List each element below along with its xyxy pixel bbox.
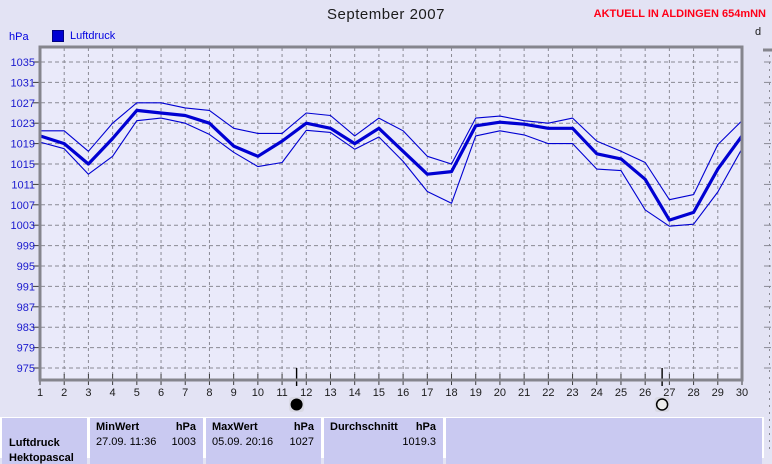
- svg-text:19: 19: [470, 387, 482, 399]
- min-datetime: 27.09. 11:36: [96, 436, 157, 448]
- parameter-sublabel: Hektopascal: [9, 452, 74, 464]
- next-chart-axis-label: d: [755, 26, 762, 38]
- avg-unit: hPa: [415, 421, 436, 433]
- legend-swatch-icon: [52, 30, 64, 42]
- new-moon-marker: [289, 368, 305, 412]
- max-value: 1027: [289, 436, 314, 448]
- svg-text:995: 995: [17, 261, 35, 273]
- table-cell-empty: [446, 418, 762, 464]
- line-luftdruck-mittel: [39, 108, 744, 222]
- svg-text:1023: 1023: [11, 118, 35, 130]
- svg-text:5: 5: [134, 387, 140, 399]
- table-cell-max: MaxWert hPa 05.09. 20:16 1027: [206, 418, 321, 464]
- parameter-label: Luftdruck: [9, 437, 60, 449]
- full-moon-marker: [654, 368, 670, 412]
- svg-text:26: 26: [639, 387, 651, 399]
- max-label: MaxWert: [212, 421, 258, 433]
- legend-label: Luftdruck: [70, 30, 116, 42]
- svg-text:4: 4: [110, 387, 116, 399]
- svg-text:1007: 1007: [11, 200, 35, 212]
- legend: Luftdruck: [52, 30, 115, 42]
- svg-text:2: 2: [61, 387, 67, 399]
- svg-text:6: 6: [158, 387, 164, 399]
- svg-text:1: 1: [37, 387, 43, 399]
- svg-text:23: 23: [566, 387, 578, 399]
- max-datetime: 05.09. 20:16: [212, 436, 274, 448]
- svg-text:1027: 1027: [11, 98, 35, 110]
- x-grid: [63, 48, 719, 379]
- next-chart-sliver: [763, 48, 772, 452]
- svg-text:983: 983: [17, 322, 35, 334]
- svg-text:3: 3: [85, 387, 91, 399]
- svg-text:1019: 1019: [11, 139, 35, 151]
- svg-text:1015: 1015: [11, 159, 35, 171]
- svg-text:20: 20: [494, 387, 506, 399]
- svg-text:991: 991: [17, 281, 35, 293]
- svg-text:1031: 1031: [11, 77, 35, 89]
- plot-frame: [38, 45, 744, 382]
- min-value: 1003: [171, 436, 196, 448]
- svg-text:18: 18: [445, 387, 457, 399]
- svg-text:987: 987: [17, 302, 35, 314]
- svg-text:8: 8: [206, 387, 212, 399]
- avg-label: Durchschnitt: [330, 421, 398, 433]
- svg-text:25: 25: [615, 387, 627, 399]
- table-cell-min: MinWert hPa 27.09. 11:36 1003: [90, 418, 203, 464]
- chart-title: September 2007: [327, 6, 445, 23]
- svg-text:7: 7: [182, 387, 188, 399]
- svg-text:10: 10: [252, 387, 264, 399]
- svg-text:21: 21: [518, 387, 530, 399]
- plot-area: [40, 47, 742, 380]
- svg-text:1011: 1011: [11, 179, 35, 191]
- line-luftdruck-maximum: [40, 102, 743, 201]
- svg-text:979: 979: [17, 343, 35, 355]
- line-luftdruck-minimum: [39, 117, 743, 227]
- svg-text:11: 11: [276, 387, 287, 399]
- y-axis-unit-label: hPa: [9, 31, 29, 43]
- svg-text:999: 999: [17, 241, 35, 253]
- table-cell-average: Durchschnitt hPa 1019.3: [324, 418, 443, 464]
- svg-text:975: 975: [17, 363, 35, 375]
- svg-text:14: 14: [349, 387, 361, 399]
- min-label: MinWert: [96, 421, 140, 433]
- svg-text:27: 27: [663, 387, 675, 399]
- svg-text:1035: 1035: [11, 57, 35, 69]
- y-grid: 975 979 983 987 991 995 999 1003 1007 1011 1015 101…: [11, 57, 741, 375]
- svg-text:30: 30: [736, 387, 748, 399]
- svg-text:13: 13: [324, 387, 336, 399]
- svg-text:16: 16: [397, 387, 409, 399]
- max-unit: hPa: [293, 421, 314, 433]
- svg-text:24: 24: [591, 387, 603, 399]
- svg-text:15: 15: [373, 387, 385, 399]
- summary-table: Luftdruck Hektopascal MinWert hPa 27.09.…: [0, 417, 764, 464]
- svg-text:28: 28: [687, 387, 699, 399]
- avg-value: 1019.3: [402, 436, 436, 448]
- svg-text:17: 17: [421, 387, 433, 399]
- svg-text:1003: 1003: [11, 220, 35, 232]
- svg-text:29: 29: [712, 387, 724, 399]
- min-unit: hPa: [175, 421, 196, 433]
- svg-text:22: 22: [542, 387, 554, 399]
- svg-text:9: 9: [231, 387, 237, 399]
- status-banner: AKTUELL IN ALDINGEN 654mNN: [593, 8, 766, 20]
- svg-text:12: 12: [300, 387, 312, 399]
- table-cell-parameter: Luftdruck Hektopascal: [2, 418, 87, 464]
